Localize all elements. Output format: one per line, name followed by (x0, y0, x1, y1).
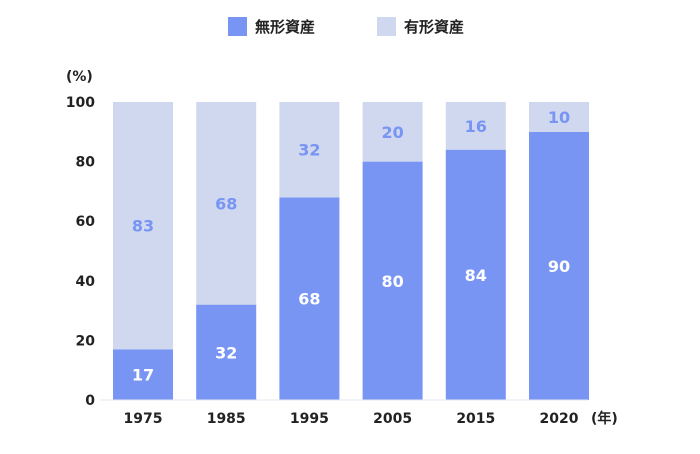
data-label-tangible: 10 (548, 108, 570, 127)
y-axis-unit-label: (%) (66, 69, 93, 85)
bar-segment-tangible (196, 102, 257, 305)
x-axis-ticks: 1975 1985 1995 2005 2015 2020 (124, 411, 579, 427)
data-label-intangible: 84 (465, 266, 487, 285)
data-label-tangible: 32 (298, 141, 320, 160)
data-label-tangible: 16 (465, 117, 487, 136)
x-tick-label: 1985 (207, 411, 246, 427)
data-label-intangible: 68 (298, 290, 320, 309)
data-label-tangible: 20 (381, 123, 403, 142)
legend-swatch-intangible (228, 17, 247, 36)
bar-segment-tangible (113, 102, 173, 350)
x-tick-label: 1975 (124, 411, 163, 427)
legend-label-intangible: 無形資産 (255, 18, 315, 36)
bar-segment-tangible (529, 102, 589, 132)
y-tick-label: 80 (76, 155, 96, 171)
x-tick-label: 2005 (373, 411, 412, 427)
x-tick-label: 2020 (540, 411, 579, 427)
bars: 17 83 32 68 68 32 80 20 84 16 90 10 (113, 102, 589, 401)
legend-swatch-tangible (377, 17, 396, 36)
data-label-tangible: 83 (132, 217, 154, 236)
x-tick-label: 2015 (456, 411, 495, 427)
data-label-intangible: 80 (381, 272, 403, 291)
y-axis-ticks: 0 20 40 60 80 100 (66, 95, 95, 409)
bar-segment-tangible (362, 102, 423, 162)
bar-segment-tangible (445, 102, 506, 150)
bar-segment-intangible (279, 197, 340, 400)
data-label-intangible: 32 (215, 343, 237, 362)
bar-segment-tangible (279, 102, 340, 198)
bar-segment-intangible (362, 161, 423, 400)
x-tick-label: 1995 (290, 411, 329, 427)
y-tick-label: 40 (76, 274, 96, 290)
data-label-intangible: 17 (132, 366, 154, 385)
bar-segment-intangible (113, 349, 173, 400)
y-tick-label: 0 (85, 393, 95, 409)
bar-segment-intangible (196, 304, 257, 400)
y-tick-label: 60 (76, 214, 96, 230)
y-tick-label: 100 (66, 95, 95, 111)
bar-segment-intangible (445, 149, 506, 400)
data-label-tangible: 68 (215, 194, 237, 213)
bar-segment-intangible (529, 131, 589, 401)
y-tick-label: 20 (76, 333, 96, 349)
legend-label-tangible: 有形資産 (404, 18, 464, 36)
legend: 無形資産 有形資産 (228, 17, 464, 36)
x-axis-unit-label: (年) (591, 410, 618, 427)
data-label-intangible: 90 (548, 257, 570, 276)
